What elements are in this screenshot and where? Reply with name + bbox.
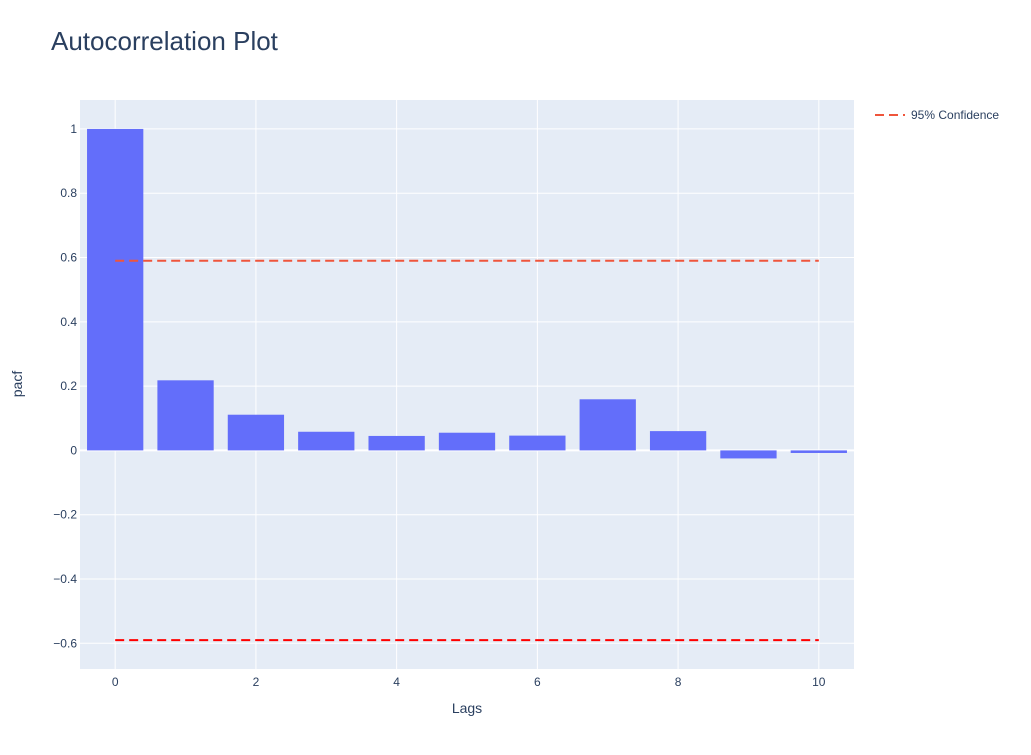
bar bbox=[87, 128, 144, 451]
bar bbox=[298, 431, 355, 451]
x-tick-label: 4 bbox=[393, 675, 400, 689]
bar bbox=[368, 435, 425, 451]
y-tick-label: 0.4 bbox=[60, 315, 77, 329]
y-tick-label: −0.4 bbox=[53, 572, 77, 586]
legend-label-confidence: 95% Confidence bbox=[911, 108, 999, 122]
x-tick-label: 0 bbox=[112, 675, 119, 689]
bar bbox=[227, 414, 285, 451]
confidence-lines bbox=[115, 259, 819, 642]
y-tick-label: 0 bbox=[70, 443, 77, 457]
x-tick-label: 10 bbox=[812, 675, 826, 689]
x-tick-label: 6 bbox=[534, 675, 541, 689]
x-tick-label: 2 bbox=[253, 675, 260, 689]
bar-series bbox=[87, 128, 847, 459]
x-tick-label: 8 bbox=[675, 675, 682, 689]
bar bbox=[157, 380, 214, 451]
y-tick-label: −0.6 bbox=[53, 636, 77, 650]
y-tick-label: −0.2 bbox=[53, 508, 77, 522]
x-axis-label: Lags bbox=[452, 700, 482, 716]
y-tick-label: 0.8 bbox=[60, 186, 77, 200]
bar bbox=[790, 450, 847, 453]
y-tick-label: 0.2 bbox=[60, 379, 77, 393]
bar bbox=[649, 431, 707, 451]
y-axis-label: pacf bbox=[9, 371, 25, 398]
y-tick-label: 0.6 bbox=[60, 251, 77, 265]
bar bbox=[438, 432, 496, 451]
bar bbox=[720, 450, 777, 459]
bar bbox=[579, 399, 636, 451]
y-axis-ticks: −0.6 −0.4 −0.2 0 0.2 0.4 0.6 0.8 1 bbox=[53, 122, 77, 650]
y-tick-label: 1 bbox=[70, 122, 77, 136]
chart-title: Autocorrelation Plot bbox=[51, 26, 279, 56]
x-axis-ticks: 0 2 4 6 8 10 bbox=[112, 675, 826, 689]
legend[interactable]: 95% Confidence bbox=[875, 108, 999, 122]
bar bbox=[509, 435, 566, 451]
